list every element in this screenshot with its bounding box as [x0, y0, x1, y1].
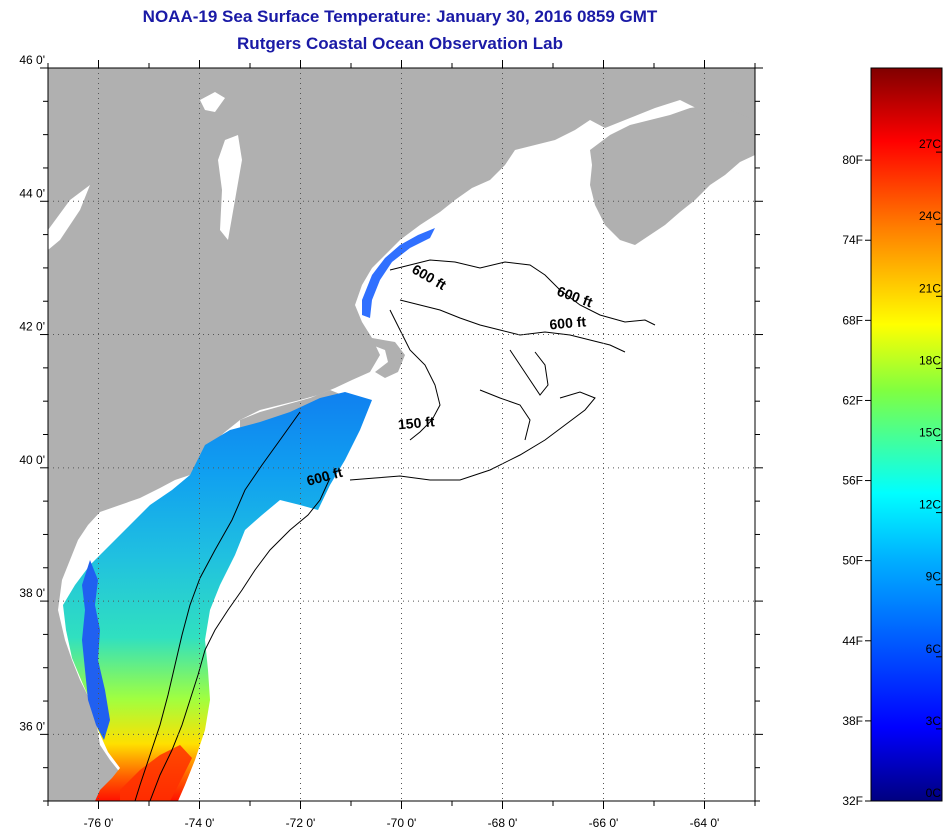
sst-warm-core	[120, 745, 192, 801]
graticule	[48, 67, 755, 801]
colorbar-ticks	[865, 151, 942, 802]
colorbar-f-label: 62F	[842, 393, 863, 407]
colorbar-f-label: 32F	[842, 794, 863, 808]
lon-tick-label: -64 0'	[690, 816, 720, 830]
lon-tick-label: -72 0'	[286, 816, 316, 830]
land-nova-scotia	[590, 105, 755, 245]
colorbar-c-label: 21C	[919, 281, 941, 295]
contour-label: 600 ft	[549, 313, 587, 332]
colorbar-c-label: 3C	[926, 714, 942, 728]
contour-label: 150 ft	[397, 413, 435, 432]
colorbar-c-label: 6C	[926, 642, 942, 656]
colorbar-f-label: 38F	[842, 714, 863, 728]
axis-ticks	[40, 60, 763, 809]
axis-labels: -76 0' -74 0' -72 0' -70 0' -68 0' -66 0' -64 …	[19, 53, 719, 830]
lat-tick-label: 40 0'	[19, 453, 45, 467]
colorbar-f-label: 44F	[842, 634, 863, 648]
land-cape-cod	[372, 338, 405, 378]
map-title: NOAA-19 Sea Surface Temperature: January…	[142, 7, 658, 26]
lat-tick-label: 44 0'	[19, 186, 45, 200]
colorbar	[870, 67, 943, 802]
map-subtitle: Rutgers Coastal Ocean Observation Lab	[237, 34, 563, 53]
colorbar-c-label: 18C	[919, 353, 941, 367]
lon-tick-label: -68 0'	[488, 816, 518, 830]
colorbar-f-label: 68F	[842, 313, 863, 327]
sst-field	[63, 392, 372, 801]
colorbar-c-label: 27C	[919, 137, 941, 151]
land-north-america	[48, 68, 755, 801]
lon-tick-label: -74 0'	[185, 816, 215, 830]
sst-gulf-of-maine-strip	[362, 228, 435, 318]
lon-tick-label: -76 0'	[84, 816, 114, 830]
lat-tick-label: 38 0'	[19, 586, 45, 600]
colorbar-f-label: 56F	[842, 474, 863, 488]
colorbar-c-label: 0C	[926, 786, 942, 800]
lon-tick-label: -70 0'	[387, 816, 417, 830]
lake	[200, 92, 225, 112]
colorbar-c-label: 12C	[919, 498, 941, 512]
colorbar-f-label: 74F	[842, 233, 863, 247]
colorbar-c-label: 15C	[919, 426, 941, 440]
lat-tick-label: 42 0'	[19, 320, 45, 334]
colorbar-labels: 80F 74F 68F 62F 56F 50F 44F 38F 32F 27C 24C 21C 18C 1…	[842, 137, 941, 808]
colorbar-c-label: 24C	[919, 209, 941, 223]
lake	[218, 135, 242, 240]
lon-tick-label: -66 0'	[589, 816, 619, 830]
lat-tick-label: 36 0'	[19, 719, 45, 733]
depth-contours	[134, 259, 656, 801]
colorbar-c-label: 9C	[926, 570, 942, 584]
chesapeake-bay	[82, 560, 110, 740]
lat-tick-label: 46 0'	[19, 53, 45, 67]
colorbar-f-label: 50F	[842, 554, 863, 568]
colorbar-f-label: 80F	[842, 153, 863, 167]
lake	[48, 185, 90, 250]
